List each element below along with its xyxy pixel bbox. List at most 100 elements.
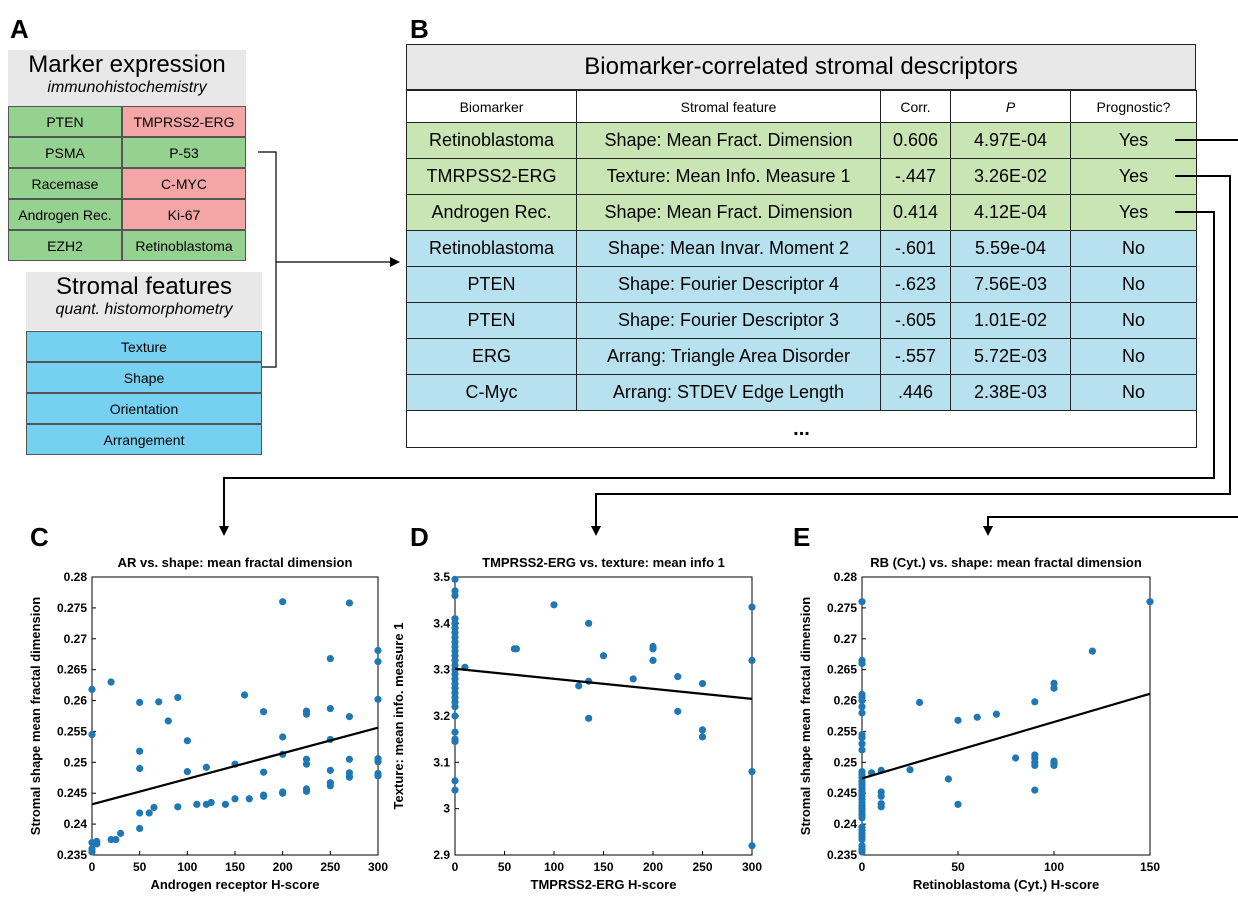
y-tick-label: 0.26 [834, 694, 858, 708]
marker-cell: Racemase [8, 168, 122, 199]
x-axis-label: Androgen receptor H-score [150, 877, 319, 892]
data-point [279, 733, 287, 741]
table-cell: Retinoblastoma [406, 230, 577, 267]
table-cell: 5.59e-04 [950, 230, 1071, 267]
table-cell: 1.01E-02 [950, 302, 1071, 339]
regression-line [861, 692, 1151, 780]
data-point [302, 707, 311, 715]
data-point [512, 645, 520, 653]
table-header-cell: P [950, 90, 1071, 123]
data-point [174, 803, 182, 811]
data-point [451, 737, 459, 746]
table-cell: -.601 [880, 230, 951, 267]
data-point [202, 763, 210, 771]
chart-title: RB (Cyt.) vs. shape: mean fractal dimens… [870, 555, 1142, 570]
marker-cell: PTEN [8, 106, 122, 137]
plot-area [454, 576, 753, 856]
x-tick-label: 50 [133, 860, 147, 874]
table-cell: No [1070, 302, 1197, 339]
data-point [858, 835, 866, 844]
data-point [183, 768, 191, 776]
table-header-cell: Corr. [880, 90, 951, 123]
y-tick-label: 0.245 [57, 786, 87, 800]
data-point [629, 675, 637, 683]
y-tick-label: 0.255 [827, 724, 857, 738]
y-tick-label: 3 [443, 802, 450, 816]
data-point [345, 773, 353, 781]
regression-line [454, 667, 753, 700]
x-tick-label: 150 [1140, 860, 1160, 874]
table-cell: 0.606 [880, 122, 951, 159]
data-point [93, 840, 101, 848]
scatter-chart-2: RB (Cyt.) vs. shape: mean fractal dimens… [798, 555, 1160, 892]
y-tick-label: 3.5 [433, 570, 450, 584]
arrow-row2-to-d [591, 175, 1231, 536]
data-point [858, 709, 866, 717]
y-tick-label: 0.275 [57, 601, 87, 615]
data-point [136, 824, 144, 833]
table-header-cell: Prognostic? [1070, 90, 1197, 123]
marker-cell: TMPRSS2-ERG [122, 106, 246, 137]
table-cell: 0.414 [880, 194, 951, 231]
data-point [748, 768, 756, 776]
data-point [1088, 647, 1096, 655]
data-point [973, 713, 981, 721]
data-point [674, 673, 682, 681]
data-point [944, 775, 953, 783]
data-point [112, 835, 120, 844]
data-point [858, 734, 866, 742]
table-cell: Texture: Mean Info. Measure 1 [576, 158, 881, 195]
data-point [698, 733, 707, 741]
data-point [451, 712, 459, 720]
data-point [451, 575, 459, 583]
data-point [345, 755, 353, 763]
y-tick-label: 3.4 [433, 616, 450, 630]
data-point [1031, 786, 1039, 794]
data-point [302, 787, 311, 795]
data-point [906, 766, 914, 774]
data-point [1031, 761, 1039, 770]
x-axis-label: TMPRSS2-ERG H-score [531, 877, 677, 892]
table-title-bar: Biomarker-correlated stromal descriptors [406, 44, 1196, 90]
data-point [326, 654, 334, 663]
data-point [1146, 598, 1154, 606]
table-cell: Retinoblastoma [406, 122, 577, 159]
data-point [221, 800, 230, 808]
data-point [451, 728, 459, 736]
data-point [345, 713, 353, 721]
data-point [954, 800, 962, 808]
data-point [279, 598, 287, 606]
y-tick-label: 3.1 [433, 755, 450, 769]
chart-title: TMPRSS2-ERG vs. texture: mean info 1 [482, 555, 725, 570]
y-tick-label: 0.245 [827, 786, 857, 800]
data-point [992, 710, 1001, 718]
table-cell: Shape: Fourier Descriptor 3 [576, 302, 881, 339]
data-point [451, 591, 459, 600]
x-tick-label: 0 [859, 860, 866, 874]
table-cell: Arrang: STDEV Edge Length [576, 374, 881, 411]
panel-letter-b: B [410, 14, 429, 44]
data-point [858, 659, 866, 668]
data-point [326, 782, 334, 790]
table-cell: No [1070, 374, 1197, 411]
y-tick-label: 0.255 [57, 724, 87, 738]
table-cell: -.605 [880, 302, 951, 339]
data-point [174, 693, 182, 702]
table-title: Biomarker-correlated stromal descriptors [584, 53, 1018, 80]
x-axis-label: Retinoblastoma (Cyt.) H-score [913, 877, 1099, 892]
data-point [117, 829, 125, 837]
y-tick-label: 0.235 [827, 848, 857, 862]
data-point [183, 737, 191, 745]
panel-letter-d: D [410, 522, 429, 552]
y-axis-label: Stromal shape mean fractal dimension [798, 597, 813, 835]
data-point [858, 740, 866, 748]
table-cell: 5.72E-03 [950, 338, 1071, 375]
x-tick-label: 150 [593, 860, 613, 874]
stromal-item: Orientation [26, 393, 262, 424]
data-point [260, 708, 268, 716]
marker-cell: EZH2 [8, 230, 122, 261]
x-tick-label: 200 [273, 860, 293, 874]
x-tick-label: 50 [951, 860, 965, 874]
table-cell: -.447 [880, 158, 951, 195]
data-point [240, 691, 249, 699]
